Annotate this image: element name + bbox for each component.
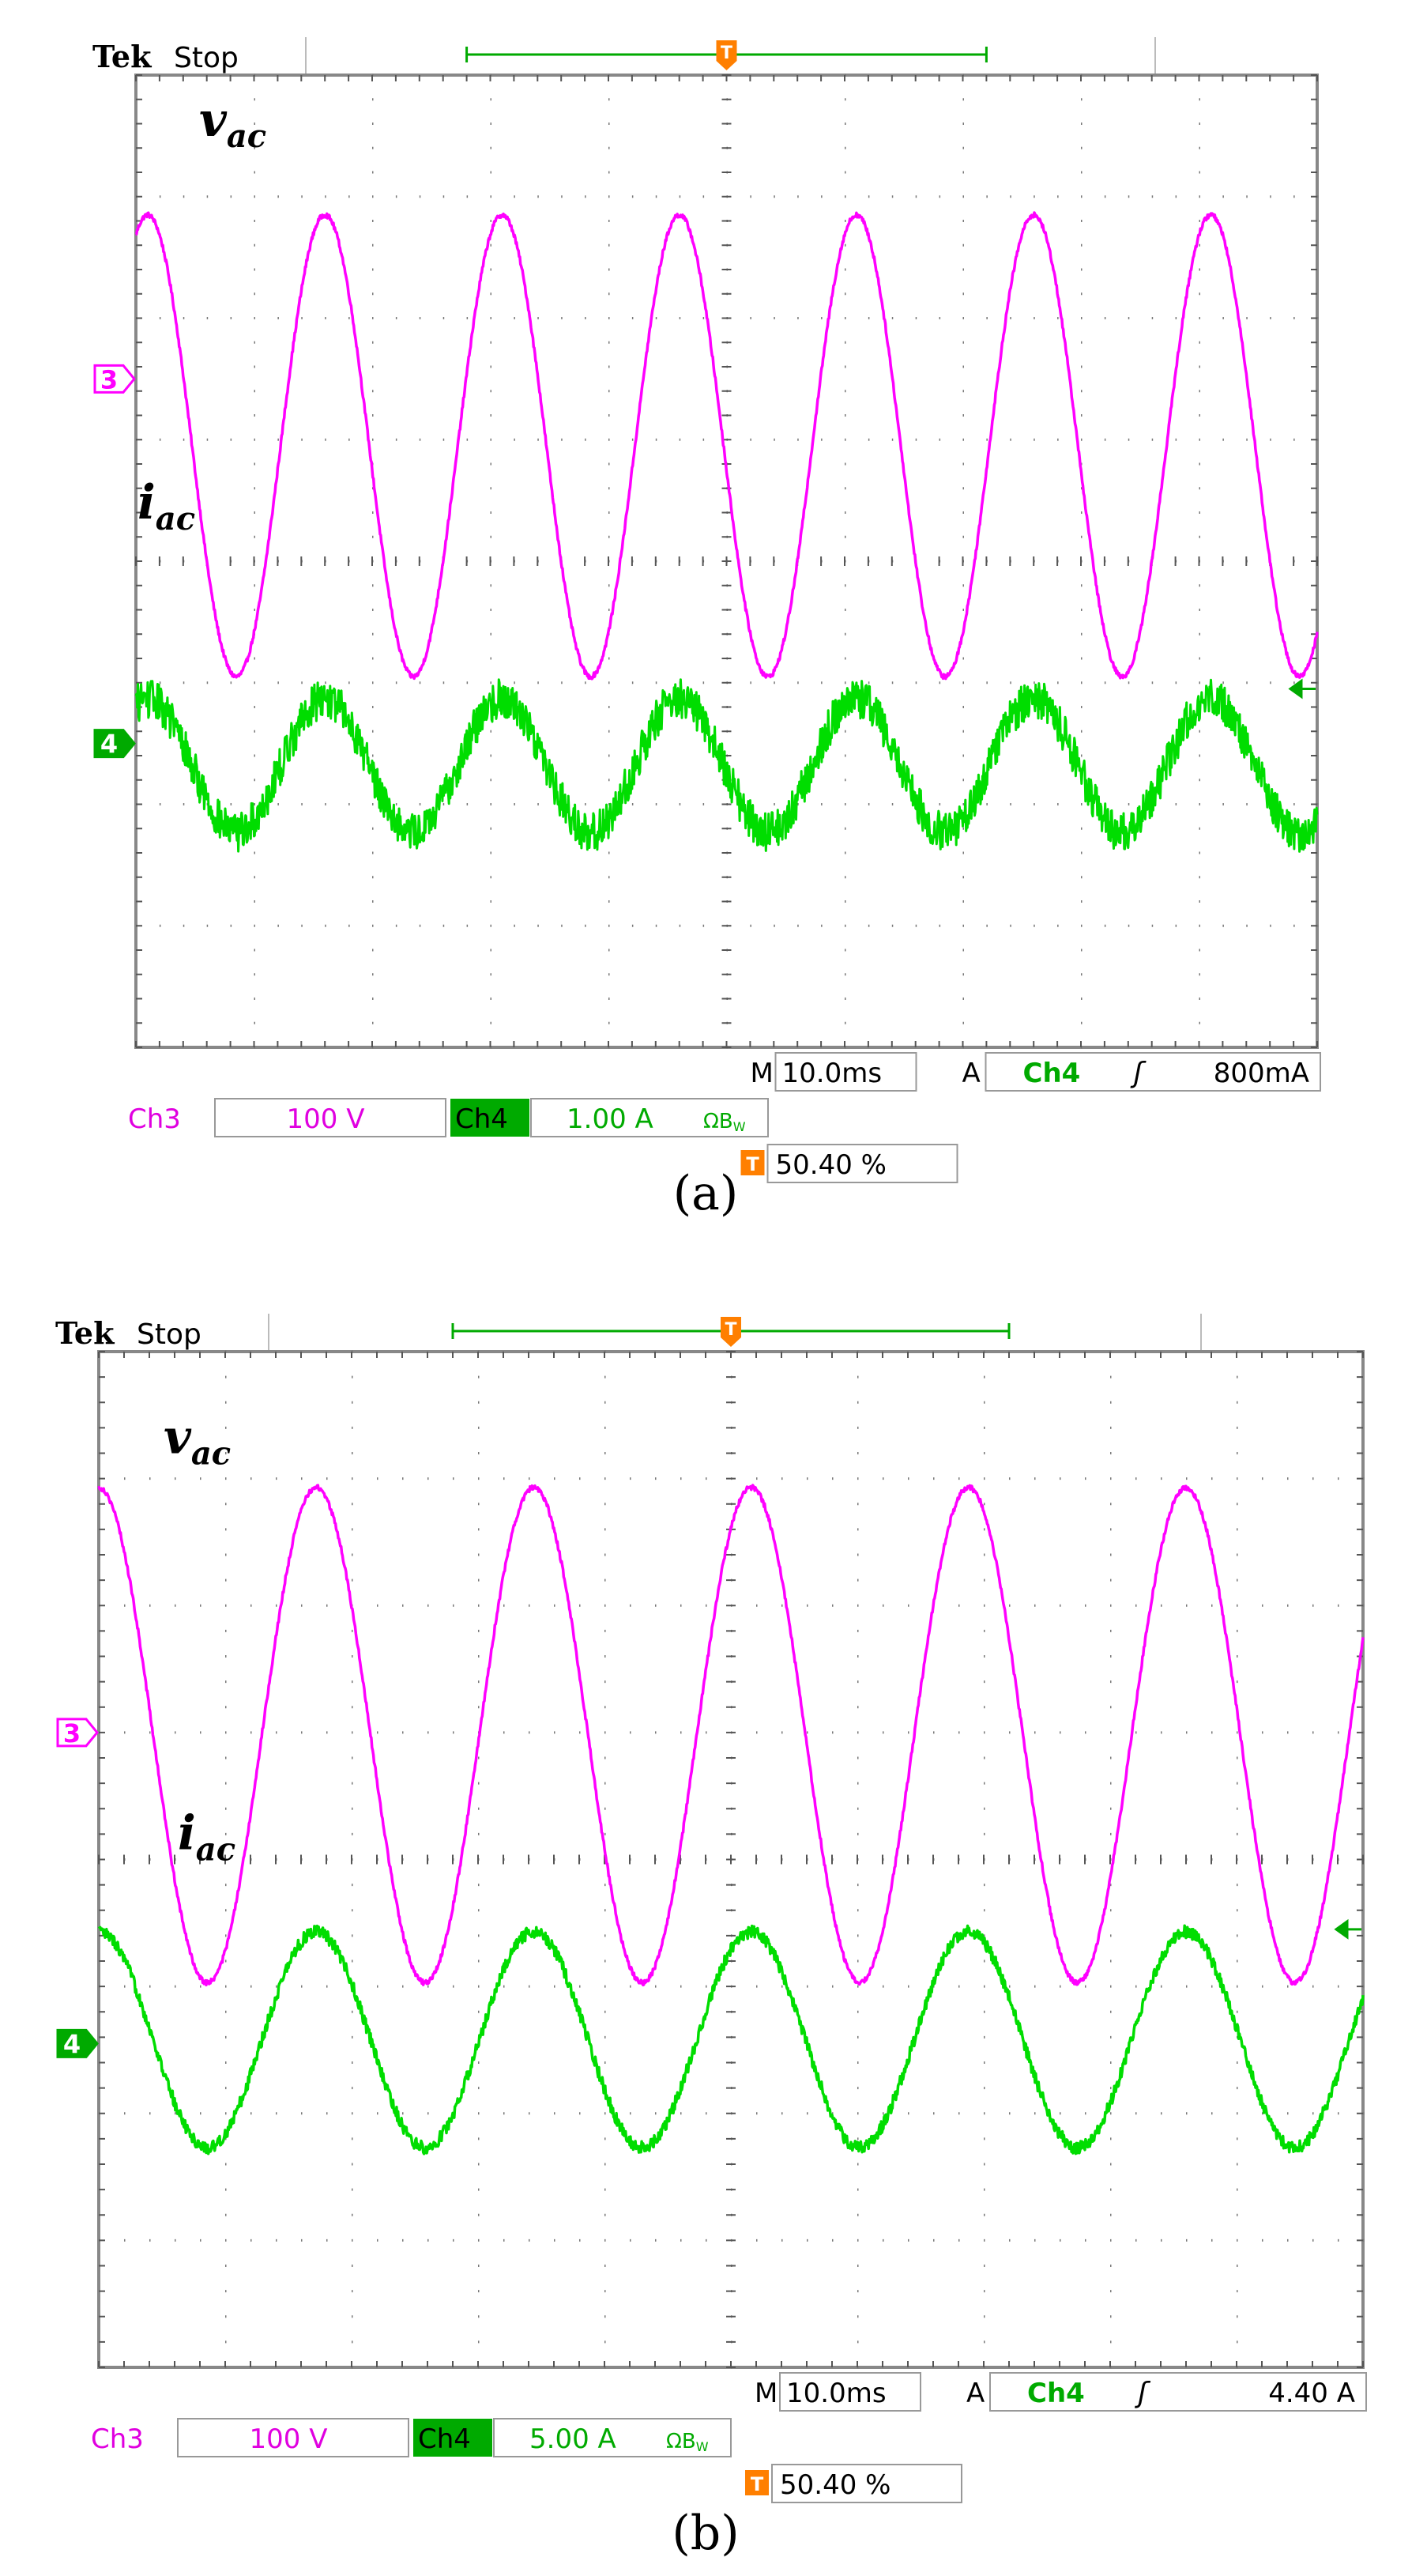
ch3-scale-readout: 100 V (250, 2423, 328, 2455)
ch4-scale-box (530, 1098, 769, 1137)
trigger-info-box (989, 2372, 1367, 2412)
trigger-position-box (771, 2464, 962, 2503)
channel-4-ground-marker: 4 (93, 729, 136, 760)
trigger-mode: A (966, 2378, 985, 2409)
channel-marker-label: 3 (63, 1718, 81, 1748)
status-label: Stop (174, 42, 239, 74)
channel-3-ground-marker: 3 (56, 1718, 99, 1748)
graticule (97, 1350, 1365, 2369)
center-axis-ticks (98, 1351, 1364, 2368)
graticule (134, 74, 1319, 1049)
ch4-label-box (413, 2419, 492, 2457)
trigger-position-icon: T (745, 2470, 769, 2495)
series-label: vac (199, 92, 266, 155)
status-label: Stop (137, 1318, 201, 1351)
ch4-label-box (450, 1099, 529, 1137)
timebase-readout: 10.0ms (782, 1058, 883, 1089)
trigger-info-box (985, 1052, 1321, 1092)
trigger-position-icon-label: T (751, 2473, 764, 2495)
trigger-position-readout: 50.40 % (780, 2469, 891, 2501)
trigger-position-icon: T (740, 1150, 765, 1175)
channel-marker-label: 3 (100, 364, 118, 394)
timebase-box (774, 1052, 917, 1092)
ch3-scale-box (214, 1098, 446, 1137)
ch4-label: Ch4 (418, 2423, 471, 2455)
center-axis-ticks (135, 74, 1318, 1048)
trigger-position-readout: 50.40 % (776, 1149, 887, 1181)
brand-label: Tek (55, 1315, 115, 1351)
timebase-prefix: M (755, 2378, 778, 2409)
waveform-vac-ch3 (97, 1484, 1365, 1987)
ch3-scale-box (177, 2418, 409, 2457)
trigger-position-marker: T (716, 40, 737, 70)
trigger-position-marker: T (721, 1317, 741, 1347)
svg-text:T: T (721, 43, 732, 63)
timebase-readout: 10.0ms (786, 2378, 887, 2409)
ch4-scale-box (493, 2418, 732, 2457)
trigger-level-arrow (1288, 678, 1316, 700)
trigger-slope-icon: ʃ (1134, 2377, 1151, 2409)
ch4-scale-readout: 5.00 A (529, 2423, 616, 2455)
trigger-position-icon-label: T (746, 1153, 759, 1175)
channel-marker-label: 4 (100, 730, 118, 760)
series-label: vac (164, 1410, 231, 1473)
timebase-box (779, 2372, 921, 2412)
ch4-scale-readout: 1.00 A (567, 1103, 653, 1135)
series-label: iac (178, 1806, 235, 1869)
trigger-level-readout: 800mA (1214, 1058, 1309, 1089)
trigger-source: Ch4 (1023, 1058, 1081, 1089)
trigger-level-arrow (1334, 1918, 1361, 1940)
panel-label: (a) (673, 1166, 739, 1221)
trigger-slope-icon: ʃ (1130, 1057, 1147, 1089)
waveform-iac-ch4 (97, 1924, 1365, 2155)
ch3-scale-readout: 100 V (287, 1103, 365, 1135)
brand-label: Tek (92, 39, 152, 74)
timebase-prefix: M (751, 1058, 774, 1089)
series-label: iac (137, 475, 195, 537)
trigger-level-readout: 4.40 A (1268, 2378, 1355, 2409)
trigger-position-box (766, 1144, 958, 1183)
waveform-iac-ch4 (134, 678, 1319, 853)
panel-label: (b) (672, 2506, 739, 2561)
waveform-vac-ch3 (135, 211, 1319, 681)
ch4-label: Ch4 (455, 1103, 508, 1135)
bandwidth-limit-icon: ΩBW (666, 2430, 709, 2454)
channel-3-ground-marker: 3 (93, 364, 136, 394)
ch3-label: Ch3 (91, 2423, 144, 2455)
svg-text:T: T (725, 1320, 736, 1340)
trigger-source: Ch4 (1027, 2378, 1085, 2409)
channel-marker-label: 4 (63, 2029, 81, 2059)
bandwidth-limit-icon: ΩBW (703, 1110, 746, 1134)
ch3-label: Ch3 (128, 1103, 181, 1135)
trigger-mode: A (962, 1058, 981, 1089)
channel-4-ground-marker: 4 (56, 2028, 99, 2059)
